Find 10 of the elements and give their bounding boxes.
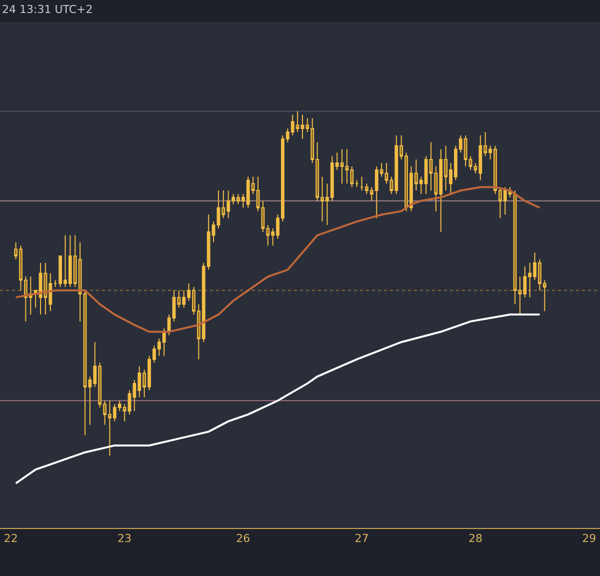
candlestick <box>360 176 364 192</box>
candlestick <box>355 180 359 188</box>
x-tick-label: 27 <box>354 532 369 546</box>
x-tick-label: 29 <box>582 532 596 546</box>
x-tick-label: 26 <box>236 532 250 546</box>
x-tick-label: 28 <box>468 532 482 546</box>
candlestick <box>54 280 58 288</box>
x-tick-label: 22 <box>4 532 18 546</box>
text: 24 13:31 UTC+2 <box>2 3 93 16</box>
x-tick-label: 23 <box>118 532 132 546</box>
